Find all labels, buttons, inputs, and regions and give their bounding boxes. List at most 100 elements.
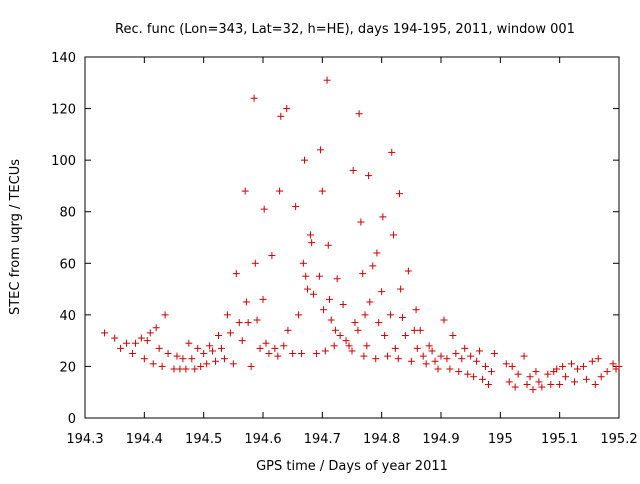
data-point <box>467 352 475 360</box>
data-point <box>351 319 359 327</box>
data-point <box>182 365 190 373</box>
data-point <box>345 342 353 350</box>
data-point <box>256 344 264 352</box>
data-point <box>284 326 292 334</box>
data-point <box>342 337 350 345</box>
y-tick-label: 100 <box>51 154 76 169</box>
data-point <box>298 350 306 358</box>
data-point <box>373 249 381 257</box>
data-point <box>603 368 611 376</box>
data-point <box>404 267 412 275</box>
data-point <box>131 339 139 347</box>
data-point <box>428 347 436 355</box>
data-point <box>247 362 255 370</box>
data-point <box>381 331 389 339</box>
x-tick-label: 194.4 <box>126 432 163 447</box>
data-point <box>597 373 605 381</box>
data-point <box>556 380 564 388</box>
data-point <box>117 344 125 352</box>
data-point <box>391 344 399 352</box>
data-point <box>387 311 395 319</box>
data-point <box>250 94 258 102</box>
data-point <box>330 342 338 350</box>
data-point <box>277 112 285 120</box>
data-point <box>355 110 363 118</box>
data-point <box>369 262 377 270</box>
data-point <box>425 342 433 350</box>
data-point <box>529 386 537 394</box>
data-point <box>520 352 528 360</box>
data-point <box>274 352 282 360</box>
data-point <box>449 331 457 339</box>
data-point <box>295 311 303 319</box>
data-point <box>203 360 211 368</box>
data-point <box>571 378 578 386</box>
data-point <box>508 362 516 370</box>
data-point <box>416 326 424 334</box>
x-tick-label: 195.1 <box>541 432 578 447</box>
data-point <box>244 319 252 327</box>
data-point <box>229 360 237 368</box>
data-point <box>365 172 373 180</box>
data-point <box>535 378 543 386</box>
data-point <box>484 380 492 388</box>
data-point <box>206 342 214 350</box>
data-point <box>283 105 291 113</box>
data-point <box>514 370 522 378</box>
data-point <box>241 187 249 195</box>
data-point <box>452 350 460 358</box>
data-point <box>384 352 392 360</box>
data-point <box>476 347 484 355</box>
data-point <box>523 380 531 388</box>
data-point <box>336 331 344 339</box>
data-point <box>331 326 339 334</box>
data-point <box>259 295 267 303</box>
data-point <box>137 334 145 342</box>
data-point <box>615 362 623 370</box>
data-point <box>526 373 534 381</box>
data-point <box>327 316 335 324</box>
data-point <box>407 357 415 365</box>
data-point <box>511 383 519 391</box>
data-point <box>482 362 489 370</box>
data-point <box>458 355 466 363</box>
data-point <box>588 357 596 365</box>
data-point <box>354 326 362 334</box>
data-point <box>547 380 555 388</box>
data-point <box>490 350 498 358</box>
data-point <box>609 360 617 368</box>
data-point <box>306 231 314 239</box>
data-point <box>532 368 540 376</box>
data-point <box>431 357 439 365</box>
data-point <box>308 239 316 247</box>
data-point <box>140 355 148 363</box>
data-point <box>553 365 561 373</box>
y-axis-label: STEC from uqrg / TECUs <box>8 159 23 315</box>
data-point <box>301 156 309 164</box>
data-point <box>238 337 246 345</box>
data-point <box>446 365 454 373</box>
data-point <box>568 360 576 368</box>
y-tick-label: 120 <box>51 103 76 118</box>
data-point <box>265 350 273 358</box>
x-axis-label: GPS time / Days of year 2011 <box>256 459 448 474</box>
data-point <box>164 350 172 358</box>
data-point <box>390 231 398 239</box>
data-point <box>158 362 166 370</box>
x-tick-label: 194.6 <box>244 432 281 447</box>
y-axis: 0 20 40 60 80 100 120 140 <box>51 51 619 427</box>
data-point <box>437 352 445 360</box>
data-point <box>161 311 169 319</box>
x-tick-label: 195.2 <box>600 432 637 447</box>
data-point <box>173 352 181 360</box>
data-point <box>464 370 472 378</box>
x-axis: 194.3 194.4 194.5 194.6 194.7 194.8 194.9 195 19… <box>66 57 638 447</box>
data-point <box>232 270 240 278</box>
data-point <box>398 313 406 321</box>
data-point <box>591 380 599 388</box>
data-point <box>375 319 383 327</box>
data-point <box>412 306 420 314</box>
data-point <box>320 306 328 314</box>
x-tick-label: 195 <box>488 432 513 447</box>
